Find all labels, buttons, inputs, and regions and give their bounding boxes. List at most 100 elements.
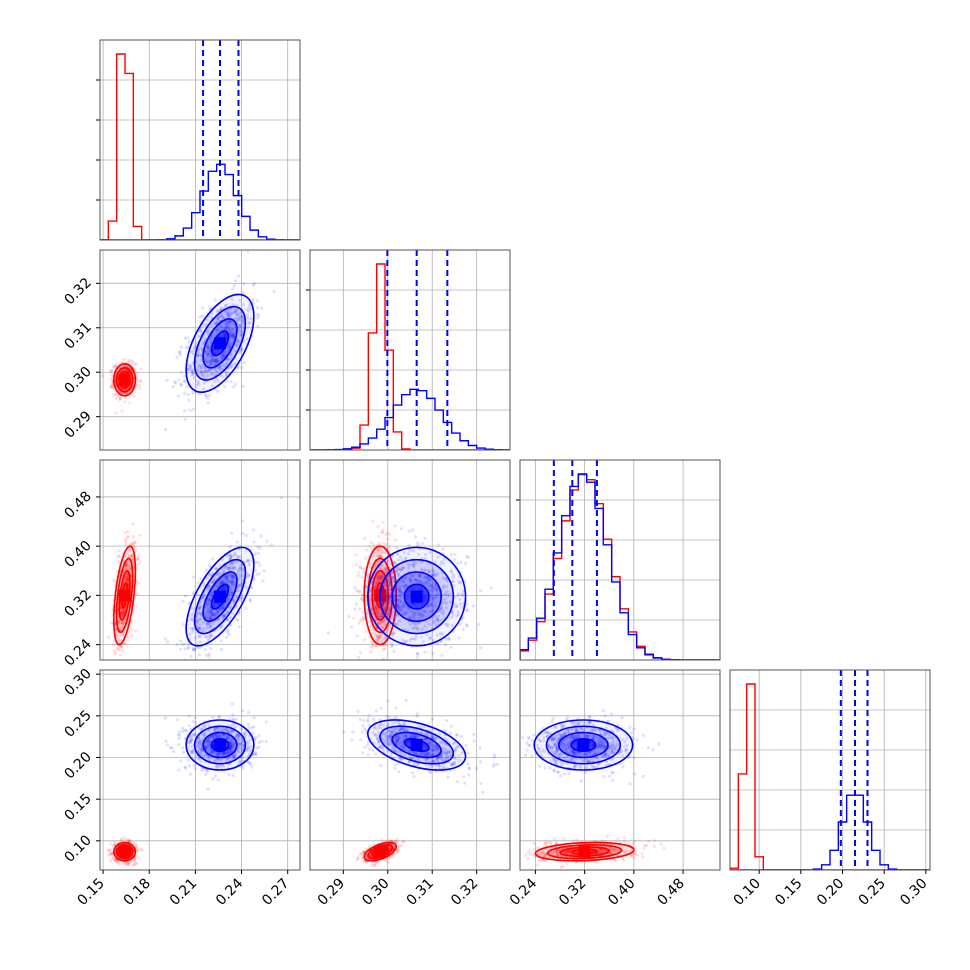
scatter-point bbox=[239, 595, 243, 599]
scatter-point bbox=[445, 589, 449, 593]
scatter-point bbox=[109, 859, 113, 863]
scatter-point bbox=[120, 621, 125, 625]
scatter-point bbox=[380, 563, 384, 568]
scatter-point bbox=[208, 337, 212, 341]
scatter-point bbox=[425, 579, 429, 583]
scatter-point bbox=[232, 309, 237, 313]
scatter-point bbox=[378, 615, 382, 620]
scatter-point bbox=[254, 735, 258, 739]
scatter-point bbox=[245, 748, 249, 752]
scatter-point bbox=[397, 586, 401, 591]
scatter-point bbox=[249, 737, 253, 742]
scatter-point bbox=[113, 365, 117, 369]
scatter-point bbox=[247, 304, 251, 308]
scatter-point bbox=[391, 643, 395, 647]
scatter-point bbox=[433, 573, 437, 577]
scatter-point bbox=[233, 317, 237, 321]
scatter-point bbox=[417, 611, 421, 616]
scatter-point bbox=[230, 744, 234, 748]
scatter-point bbox=[190, 617, 194, 621]
scatter-point bbox=[234, 316, 239, 320]
scatter-point bbox=[370, 644, 374, 648]
scatter-point bbox=[123, 577, 127, 581]
scatter-point bbox=[383, 646, 387, 651]
scatter-point bbox=[248, 599, 252, 603]
scatter-point bbox=[254, 560, 258, 565]
scatter-point bbox=[221, 606, 225, 610]
scatter-point bbox=[383, 594, 387, 598]
scatter-point bbox=[222, 364, 226, 368]
scatter-point bbox=[216, 757, 220, 761]
scatter-point bbox=[245, 307, 250, 311]
scatter-point bbox=[109, 385, 113, 389]
scatter-point bbox=[245, 314, 249, 318]
scatter-point bbox=[209, 360, 213, 364]
scatter-point bbox=[198, 746, 202, 751]
scatter-point bbox=[231, 580, 235, 584]
scatter-point bbox=[412, 563, 416, 567]
scatter-point bbox=[279, 496, 283, 500]
scatter-point bbox=[450, 579, 454, 583]
scatter-point bbox=[234, 617, 238, 621]
scatter-point bbox=[442, 557, 446, 562]
scatter-point bbox=[231, 385, 235, 389]
scatter-point bbox=[121, 613, 125, 618]
scatter-point bbox=[364, 585, 368, 589]
scatter-point bbox=[427, 569, 431, 573]
scatter-point bbox=[224, 350, 228, 354]
scatter-point bbox=[244, 606, 248, 611]
scatter-point bbox=[225, 577, 229, 581]
scatter-point bbox=[114, 396, 118, 400]
scatter-point bbox=[414, 561, 418, 565]
scatter-point bbox=[392, 631, 396, 636]
scatter-point bbox=[216, 379, 220, 384]
scatter-point bbox=[119, 644, 123, 648]
panel-content bbox=[100, 40, 300, 240]
scatter-point bbox=[360, 615, 365, 619]
scatter-point bbox=[199, 328, 203, 332]
scatter-point bbox=[196, 353, 200, 357]
scatter-point bbox=[410, 574, 414, 578]
scatter-point bbox=[228, 345, 232, 349]
scatter-point bbox=[445, 601, 449, 605]
scatter-point bbox=[204, 367, 208, 371]
scatter-point bbox=[219, 354, 223, 358]
scatter-point bbox=[131, 522, 135, 526]
scatter-point bbox=[204, 634, 208, 639]
scatter-point bbox=[220, 624, 224, 628]
scatter-point bbox=[377, 575, 381, 579]
scatter-point bbox=[193, 661, 196, 664]
scatter-point bbox=[114, 364, 118, 368]
scatter-point bbox=[126, 551, 130, 556]
scatter-point bbox=[230, 334, 234, 338]
scatter-point bbox=[401, 584, 405, 589]
scatter-point bbox=[253, 552, 257, 556]
scatter-point bbox=[233, 350, 237, 354]
scatter-point bbox=[220, 315, 224, 319]
scatter-point bbox=[214, 753, 218, 757]
scatter-point bbox=[384, 600, 388, 604]
scatter-point bbox=[219, 306, 223, 310]
scatter-point bbox=[398, 619, 402, 623]
scatter-point bbox=[380, 574, 385, 578]
scatter-point bbox=[191, 372, 195, 376]
scatter-point bbox=[132, 540, 137, 544]
panel-1-1 bbox=[306, 249, 511, 451]
scatter-point bbox=[194, 383, 199, 387]
scatter-point bbox=[178, 353, 182, 357]
scatter-point bbox=[204, 349, 208, 353]
scatter-point bbox=[207, 655, 211, 659]
scatter-point bbox=[396, 605, 400, 609]
scatter-point bbox=[219, 323, 223, 327]
scatter-point bbox=[239, 566, 243, 570]
scatter-point bbox=[127, 549, 131, 553]
scatter-point bbox=[411, 616, 416, 620]
scatter-point bbox=[117, 638, 121, 642]
scatter-point bbox=[209, 337, 213, 341]
scatter-point bbox=[138, 387, 142, 391]
scatter-point bbox=[121, 610, 125, 615]
scatter-point bbox=[404, 584, 408, 588]
scatter-point bbox=[407, 529, 411, 533]
scatter-point bbox=[447, 636, 451, 640]
scatter-point bbox=[238, 588, 242, 593]
